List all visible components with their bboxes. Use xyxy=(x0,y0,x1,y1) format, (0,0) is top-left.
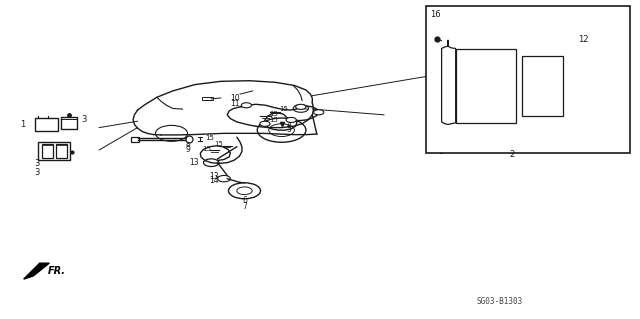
Text: 15: 15 xyxy=(205,136,214,141)
Circle shape xyxy=(314,110,324,115)
Text: 6: 6 xyxy=(242,197,247,205)
Text: 15: 15 xyxy=(202,146,211,152)
Text: 8: 8 xyxy=(186,140,191,149)
Bar xyxy=(35,118,58,131)
Text: 16: 16 xyxy=(430,10,441,19)
Bar xyxy=(56,144,67,158)
Circle shape xyxy=(286,117,296,122)
Polygon shape xyxy=(24,263,49,279)
Text: 13: 13 xyxy=(189,158,198,167)
Text: 9: 9 xyxy=(186,145,191,154)
Text: 13: 13 xyxy=(209,172,219,181)
Text: 7: 7 xyxy=(242,202,247,211)
Text: 15: 15 xyxy=(279,107,288,112)
Text: 12: 12 xyxy=(578,35,588,44)
Text: SG03-B1303: SG03-B1303 xyxy=(476,297,522,306)
Bar xyxy=(42,144,53,158)
Text: 2: 2 xyxy=(509,150,515,159)
Text: 15: 15 xyxy=(214,141,223,147)
Text: FR.: FR. xyxy=(47,266,65,276)
Text: 11: 11 xyxy=(230,99,239,108)
Text: 15: 15 xyxy=(269,111,278,117)
Bar xyxy=(131,137,139,142)
Text: 3: 3 xyxy=(81,115,86,124)
Text: 1: 1 xyxy=(20,120,26,129)
Bar xyxy=(522,56,563,116)
Bar xyxy=(456,49,516,123)
Text: 15: 15 xyxy=(269,117,278,122)
Bar xyxy=(202,97,213,100)
Text: 5: 5 xyxy=(287,125,292,134)
Text: 10: 10 xyxy=(230,94,239,103)
Text: 3: 3 xyxy=(35,168,40,177)
Text: 14: 14 xyxy=(209,176,219,185)
Circle shape xyxy=(241,103,252,108)
Bar xyxy=(61,117,77,129)
Bar xyxy=(38,142,70,160)
Bar xyxy=(426,6,630,153)
Text: 3: 3 xyxy=(35,159,40,168)
Text: 4: 4 xyxy=(287,121,292,130)
Circle shape xyxy=(296,104,306,109)
Circle shape xyxy=(260,121,270,126)
